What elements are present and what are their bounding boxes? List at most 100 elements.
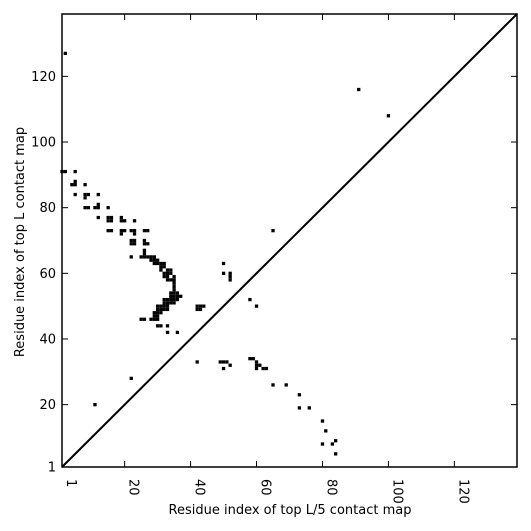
contact-cell-lower xyxy=(251,357,255,361)
x-tick-label: 40 xyxy=(192,479,207,496)
contact-cell-lower xyxy=(155,311,160,315)
contact-cells xyxy=(60,51,391,456)
contact-cell-lower xyxy=(142,248,147,252)
contact-cell-lower xyxy=(221,261,226,266)
contact-cell-lower xyxy=(172,274,176,279)
contact-cell-lower xyxy=(152,255,156,259)
contact-cell-lower xyxy=(119,232,123,236)
contact-cell-lower xyxy=(83,206,87,210)
contact-cell-lower xyxy=(162,261,166,266)
contact-cell-lower xyxy=(165,271,170,275)
contact-cell-lower xyxy=(123,229,127,233)
contact-cell-lower xyxy=(73,183,77,187)
contact-cell-lower xyxy=(132,229,137,233)
plot-frame xyxy=(61,13,518,468)
contact-cell-lower xyxy=(202,304,206,308)
contact-cell-lower xyxy=(165,307,170,312)
contact-cell-lower xyxy=(106,219,110,223)
contact-cell-lower xyxy=(149,258,153,262)
contact-cell-lower xyxy=(63,169,67,174)
contact-cell-upper xyxy=(357,87,361,92)
contact-cell-lower xyxy=(129,376,133,381)
contact-cell-lower xyxy=(175,297,180,302)
contact-cell-lower xyxy=(132,219,137,223)
x-tick-label: 100 xyxy=(389,479,404,504)
contact-cell-lower xyxy=(254,366,259,371)
contact-cell-lower xyxy=(155,324,160,328)
contact-cell-lower xyxy=(165,324,170,328)
contact-cell-lower xyxy=(225,360,229,364)
diagonal-line xyxy=(61,13,518,468)
contact-cell-lower xyxy=(119,219,123,223)
contact-cell-lower xyxy=(179,294,183,298)
contact-cell-lower xyxy=(129,255,133,259)
contact-cell-lower xyxy=(169,301,173,305)
contact-cell-lower xyxy=(162,307,166,312)
contact-cell-lower xyxy=(165,274,170,279)
contact-cell-lower xyxy=(139,255,143,259)
contact-cell-lower xyxy=(93,206,97,210)
contact-cell-lower xyxy=(172,301,176,305)
contact-cell-lower xyxy=(162,265,166,269)
contact-cell-lower xyxy=(165,297,170,302)
contact-cell-lower xyxy=(330,442,335,446)
y-tick-label: 40 xyxy=(39,332,56,347)
contact-cell-lower xyxy=(155,261,160,266)
contact-cell-lower xyxy=(109,229,114,233)
contact-cell-lower xyxy=(86,206,91,210)
x-tick-label: 20 xyxy=(126,479,141,496)
contact-cell-lower xyxy=(228,363,232,367)
contact-cell-lower xyxy=(228,274,232,279)
contact-cell-lower xyxy=(86,192,91,197)
contact-cell-lower xyxy=(334,439,338,443)
contact-cell-lower xyxy=(169,291,173,295)
contact-cell-lower xyxy=(254,360,259,364)
y-tick-label: 20 xyxy=(39,398,56,413)
contact-cell-lower xyxy=(70,183,74,187)
contact-cell-lower xyxy=(248,357,252,361)
contact-cell-lower xyxy=(109,215,114,220)
contact-cell-lower xyxy=(96,192,100,197)
contact-cell-lower xyxy=(93,402,97,407)
contact-cell-lower xyxy=(109,219,114,223)
x-tick-label: 120 xyxy=(455,479,470,504)
contact-cell-lower xyxy=(221,366,226,371)
contact-cell-lower xyxy=(149,255,153,259)
contact-cell-lower xyxy=(129,242,133,246)
contact-cell-lower xyxy=(142,238,147,243)
contact-cell-lower xyxy=(132,232,137,236)
contact-cell-lower xyxy=(271,229,275,233)
contact-cell-lower xyxy=(198,304,203,308)
contact-cell-lower xyxy=(172,294,176,298)
contact-cell-lower xyxy=(165,330,170,335)
contact-cell-lower xyxy=(129,229,133,233)
contact-cell-lower xyxy=(297,406,302,410)
contact-cell-lower xyxy=(159,304,163,308)
x-tick-label: 1 xyxy=(63,479,78,487)
contact-cell-lower xyxy=(155,307,160,312)
contact-cell-lower xyxy=(172,281,176,285)
contact-cell-lower xyxy=(106,229,110,233)
y-axis-label: Residue index of top L contact map xyxy=(13,127,28,357)
contact-cell-lower xyxy=(175,330,180,335)
contact-cell-lower xyxy=(96,215,100,220)
contact-cell-lower xyxy=(307,406,311,410)
y-tick-label: 100 xyxy=(31,136,56,151)
y-tick-label: 120 xyxy=(31,70,56,85)
contact-cell-lower xyxy=(129,238,133,243)
contact-cell-lower xyxy=(152,317,156,321)
contact-cell-lower xyxy=(159,261,163,266)
y-tick-label: 60 xyxy=(39,267,56,282)
contact-cell-lower xyxy=(63,51,67,56)
contact-cell-lower xyxy=(73,169,77,174)
contact-cell-lower xyxy=(123,219,127,223)
contact-cell-lower xyxy=(320,442,325,446)
contact-cell-lower xyxy=(284,383,288,387)
x-tick-label: 80 xyxy=(323,479,338,496)
contact-cell-lower xyxy=(119,229,123,233)
contact-cell-lower xyxy=(162,301,166,305)
contact-cell-lower xyxy=(169,297,173,302)
contact-cell-lower xyxy=(152,258,156,262)
contact-cell-lower xyxy=(119,215,123,220)
